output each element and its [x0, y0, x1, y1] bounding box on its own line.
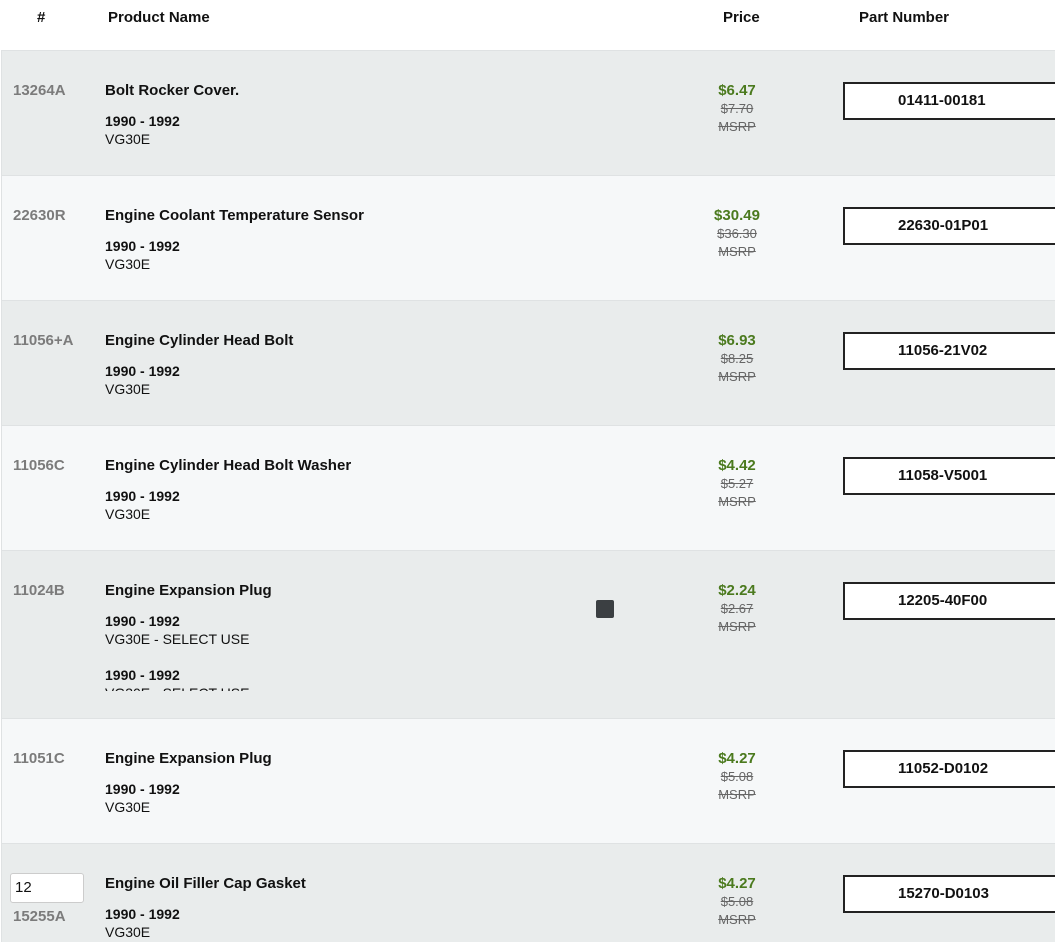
item-number: 11056+A	[13, 332, 74, 349]
fitment-engine: VG30E	[105, 506, 151, 522]
price-block: $4.42 $5.27 MSRP	[682, 457, 792, 512]
fitments: 1990 - 1992 VG30E	[105, 113, 505, 167]
part-number[interactable]: 11058-V5001	[843, 457, 1055, 495]
fitments: 1990 - 1992 VG30E	[105, 906, 505, 942]
sale-price: $30.49	[714, 207, 760, 224]
msrp-label: MSRP	[718, 619, 756, 634]
fitment-years: 1990 - 1992	[105, 667, 180, 683]
header-price: Price	[723, 9, 760, 26]
msrp-label: MSRP	[718, 119, 756, 134]
header-part-number: Part Number	[859, 9, 950, 26]
msrp-label: MSRP	[718, 912, 756, 927]
sale-price: $6.93	[718, 332, 756, 349]
quantity-input[interactable]: 12	[10, 873, 84, 903]
part-number[interactable]: 12205-40F00	[843, 582, 1055, 620]
part-number[interactable]: 01411-00181	[843, 82, 1055, 120]
fitments: 1990 - 1992 VG30E	[105, 363, 505, 417]
product-row: 11024B Engine Expansion Plug 1990 - 1992 VG…	[1, 550, 1055, 718]
fitments: 1990 - 1992 VG30E	[105, 238, 505, 292]
msrp-price: $7.70	[720, 101, 754, 116]
msrp-price: $5.08	[720, 894, 754, 909]
price-block: $30.49 $36.30 MSRP	[682, 207, 792, 262]
fitment-years: 1990 - 1992	[105, 238, 180, 254]
fitment-years: 1990 - 1992	[105, 781, 180, 797]
fitments: 1990 - 1992 VG30E	[105, 488, 505, 542]
sale-price: $6.47	[718, 82, 756, 99]
fitment-engine: VG30E	[105, 924, 151, 940]
product-row: 11056C Engine Cylinder Head Bolt Washer 19…	[1, 425, 1055, 550]
fitment-years: 1990 - 1992	[105, 113, 180, 129]
item-number: 22630R	[13, 207, 66, 224]
fitments: 1990 - 1992 VG30E	[105, 781, 505, 835]
header-number: #	[37, 9, 46, 26]
fitment-years: 1990 - 1992	[105, 488, 180, 504]
product-name[interactable]: Bolt Rocker Cover.	[105, 82, 240, 99]
product-name[interactable]: Engine Cylinder Head Bolt	[105, 332, 294, 349]
fitment-engine: VG30E	[105, 381, 151, 397]
msrp-price: $36.30	[717, 226, 757, 241]
msrp-price: $5.08	[720, 769, 754, 784]
fitment-dropdown[interactable]	[596, 600, 614, 618]
fitment-engine: VG30E	[105, 799, 151, 815]
price-block: $4.27 $5.08 MSRP	[682, 875, 792, 930]
msrp-price: $5.27	[720, 476, 754, 491]
item-number: 11024B	[13, 582, 65, 599]
fitments: 1990 - 1992 VG30E - SELECT USE 1990 - 1992…	[105, 613, 505, 691]
price-block: $6.93 $8.25 MSRP	[682, 332, 792, 387]
fitment-engine: VG30E	[105, 256, 151, 272]
product-row: 11056+A Engine Cylinder Head Bolt 1990 - 1…	[1, 300, 1055, 425]
msrp-price: $8.25	[720, 351, 754, 366]
product-name[interactable]: Engine Coolant Temperature Sensor	[105, 207, 364, 224]
part-number[interactable]: 15270-D0103	[843, 875, 1055, 913]
header-product-name: Product Name	[108, 9, 210, 26]
item-number: 15255A	[13, 908, 66, 925]
product-row: 13264A Bolt Rocker Cover. 1990 - 1992 VG30E…	[1, 50, 1055, 175]
part-number[interactable]: 11052-D0102	[843, 750, 1055, 788]
fitment-engine: VG30E - SELECT USE	[105, 631, 250, 647]
product-row: 11051C Engine Expansion Plug 1990 - 1992 VG…	[1, 718, 1055, 843]
product-name[interactable]: Engine Expansion Plug	[105, 582, 272, 599]
fitment-engine: VG30E	[105, 131, 151, 147]
msrp-label: MSRP	[718, 244, 756, 259]
msrp-label: MSRP	[718, 787, 756, 802]
msrp-label: MSRP	[718, 494, 756, 509]
item-number: 13264A	[13, 82, 66, 99]
sale-price: $2.24	[718, 582, 756, 599]
item-number: 11056C	[13, 457, 65, 474]
product-row: 12 15255A Engine Oil Filler Cap Gasket 1990…	[1, 843, 1055, 942]
price-block: $4.27 $5.08 MSRP	[682, 750, 792, 805]
msrp-price: $2.67	[720, 601, 754, 616]
part-number[interactable]: 11056-21V02	[843, 332, 1055, 370]
part-number[interactable]: 22630-01P01	[843, 207, 1055, 245]
item-number: 11051C	[13, 750, 65, 767]
product-name[interactable]: Engine Expansion Plug	[105, 750, 272, 767]
product-row: 22630R Engine Coolant Temperature Sensor 1…	[1, 175, 1055, 300]
price-block: $2.24 $2.67 MSRP	[682, 582, 792, 637]
product-name[interactable]: Engine Cylinder Head Bolt Washer	[105, 457, 352, 474]
fitment-engine: VG30E - SELECT USE	[105, 685, 505, 691]
sale-price: $4.42	[718, 457, 756, 474]
fitment-years: 1990 - 1992	[105, 613, 180, 629]
price-block: $6.47 $7.70 MSRP	[682, 82, 792, 137]
msrp-label: MSRP	[718, 369, 756, 384]
sale-price: $4.27	[718, 875, 756, 892]
fitment-years: 1990 - 1992	[105, 906, 180, 922]
fitment-years: 1990 - 1992	[105, 363, 180, 379]
product-name[interactable]: Engine Oil Filler Cap Gasket	[105, 875, 306, 892]
sale-price: $4.27	[718, 750, 756, 767]
